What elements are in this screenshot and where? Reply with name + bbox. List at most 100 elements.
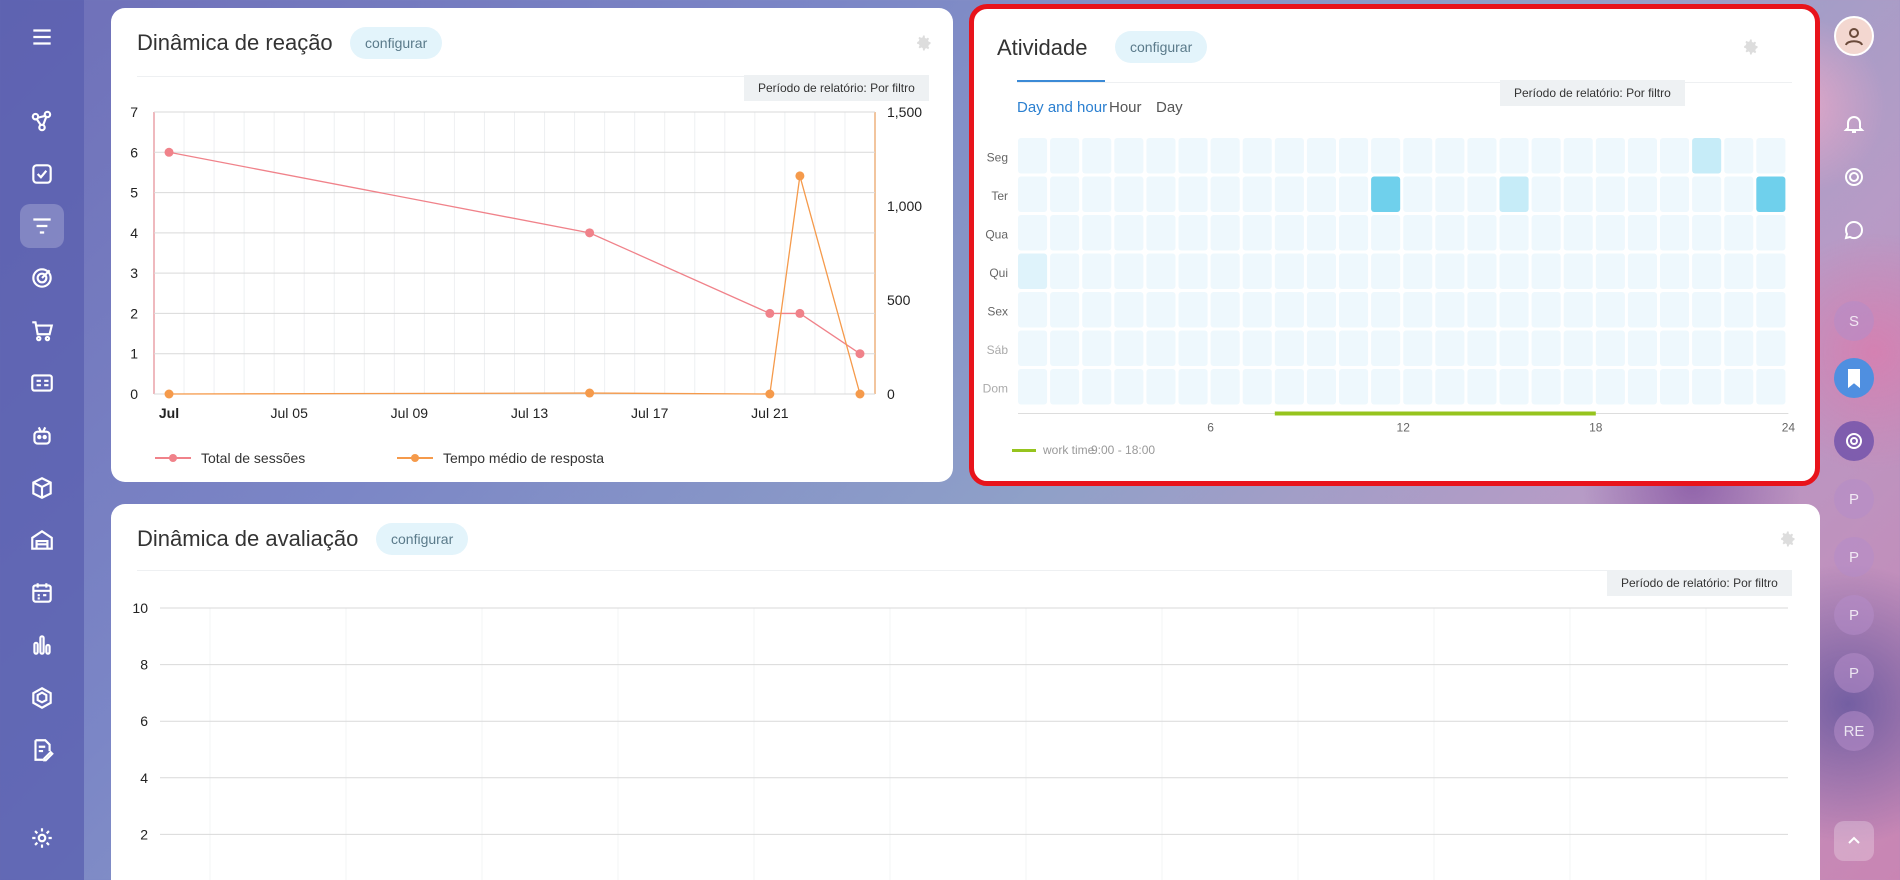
panel-title: Dinâmica de reação [137, 30, 333, 55]
heatmap-cell [1531, 176, 1561, 212]
heatmap-cell [1531, 253, 1561, 289]
bell-icon[interactable] [1834, 104, 1874, 144]
divider [137, 570, 1787, 571]
data-point [765, 308, 775, 318]
avatar-re[interactable]: RE [1834, 711, 1874, 751]
user-avatar-icon[interactable] [1834, 16, 1874, 56]
tab-hour[interactable]: Hour [1109, 99, 1142, 116]
y-tick-label: 10 [132, 600, 148, 616]
document-edit-icon[interactable] [20, 728, 64, 772]
settings-icon[interactable] [20, 816, 64, 860]
legend-item-sessions[interactable]: Total de sessões [155, 448, 355, 468]
heatmap-cell [1242, 176, 1272, 212]
cart-icon[interactable] [20, 309, 64, 353]
panel-title: Dinâmica de avaliação [137, 526, 359, 551]
heatmap-cell [1627, 330, 1657, 366]
heatmap-cell [1146, 215, 1176, 251]
gear-icon[interactable] [1740, 37, 1760, 57]
chat-icon[interactable] [1834, 210, 1874, 250]
heatmap-cell [1274, 253, 1304, 289]
avatar-p-3[interactable]: P [1834, 595, 1874, 635]
id-card-icon[interactable] [20, 361, 64, 405]
heatmap-cell [1724, 215, 1754, 251]
gear-icon[interactable] [913, 33, 933, 53]
y-tick-label: 6 [140, 713, 148, 729]
row-label: Dom [983, 381, 1008, 395]
configure-button[interactable]: configurar [376, 523, 469, 555]
heatmap-cell [1499, 369, 1529, 405]
avatar-p-2[interactable]: P [1834, 537, 1874, 577]
x-tick-label: 6 [1207, 421, 1214, 435]
x-tick-label: Jul [159, 405, 179, 421]
scroll-up-icon[interactable] [1834, 821, 1874, 861]
configure-button[interactable]: configurar [1115, 31, 1208, 63]
avatar-p-1[interactable]: P [1834, 479, 1874, 519]
tab-day[interactable]: Day [1156, 99, 1183, 116]
funnel-icon[interactable] [20, 204, 64, 248]
heatmap-cell [1178, 369, 1208, 405]
heatmap-cell [1050, 176, 1080, 212]
row-label: Sáb [987, 343, 1009, 357]
warehouse-icon[interactable] [20, 518, 64, 562]
y-tick-label: 7 [130, 104, 138, 120]
heatmap-cell [1050, 330, 1080, 366]
menu-icon[interactable] [20, 15, 64, 59]
hexagon-icon[interactable] [20, 676, 64, 720]
heatmap-cell [1756, 330, 1786, 366]
avatar-p-4[interactable]: P [1834, 653, 1874, 693]
y-tick-label: 6 [130, 144, 138, 160]
heatmap-cell [1724, 369, 1754, 405]
heatmap-cell [1242, 369, 1272, 405]
calendar-icon[interactable] [20, 571, 64, 615]
tab-day-and-hour[interactable]: Day and hour [1017, 99, 1108, 116]
data-point [585, 388, 595, 398]
heatmap-cell [1660, 253, 1690, 289]
heatmap-cell [1146, 176, 1176, 212]
heatmap-cell [1467, 215, 1497, 251]
avatar-s[interactable]: S [1834, 301, 1874, 341]
heatmap-cell [1371, 253, 1401, 289]
right-sidebar: S P P P P RE [1820, 0, 1900, 880]
heatmap-cell [1403, 330, 1433, 366]
connections-icon[interactable] [20, 99, 64, 143]
legend-item-response-time[interactable]: Tempo médio de resposta [397, 448, 657, 468]
y2-tick-label: 1,500 [887, 104, 922, 120]
heatmap-cell [1242, 292, 1272, 328]
activity-panel: Atividade configurar Período de relatóri… [969, 4, 1820, 486]
y-tick-label: 1 [130, 346, 138, 362]
robot-icon[interactable] [20, 414, 64, 458]
heatmap-cell [1146, 253, 1176, 289]
heatmap-cell [1627, 369, 1657, 405]
heatmap-cell [1660, 176, 1690, 212]
bookmark-icon[interactable] [1834, 358, 1874, 398]
heatmap-cell [1371, 215, 1401, 251]
heatmap-cell [1274, 138, 1304, 174]
heatmap-cell [1114, 292, 1144, 328]
data-point [795, 171, 805, 181]
x-tick-label: 12 [1397, 421, 1411, 435]
openlines-icon[interactable] [1834, 421, 1874, 461]
heatmap-cell [1082, 176, 1112, 212]
heatmap-cell [1467, 176, 1497, 212]
heatmap-cell [1563, 138, 1593, 174]
box-icon[interactable] [20, 466, 64, 510]
heatmap-cell [1435, 215, 1465, 251]
rating-panel: Dinâmica de avaliação configurar Período… [111, 504, 1820, 880]
heatmap-cell [1018, 253, 1048, 289]
heatmap-cell [1371, 176, 1401, 212]
y-tick-label: 4 [130, 225, 138, 241]
heatmap-cell [1242, 330, 1272, 366]
target-icon[interactable] [20, 256, 64, 300]
gear-icon[interactable] [1777, 529, 1797, 549]
y2-tick-label: 500 [887, 292, 911, 308]
heatmap-cell [1018, 292, 1048, 328]
analytics-icon[interactable] [20, 623, 64, 667]
heatmap-cell [1306, 330, 1336, 366]
copilot-icon[interactable] [1834, 157, 1874, 197]
heatmap-cell [1724, 330, 1754, 366]
heatmap-cell [1692, 330, 1722, 366]
heatmap-cell [1082, 138, 1112, 174]
tasks-icon[interactable] [20, 152, 64, 196]
heatmap-cell [1178, 330, 1208, 366]
configure-button[interactable]: configurar [350, 27, 443, 59]
